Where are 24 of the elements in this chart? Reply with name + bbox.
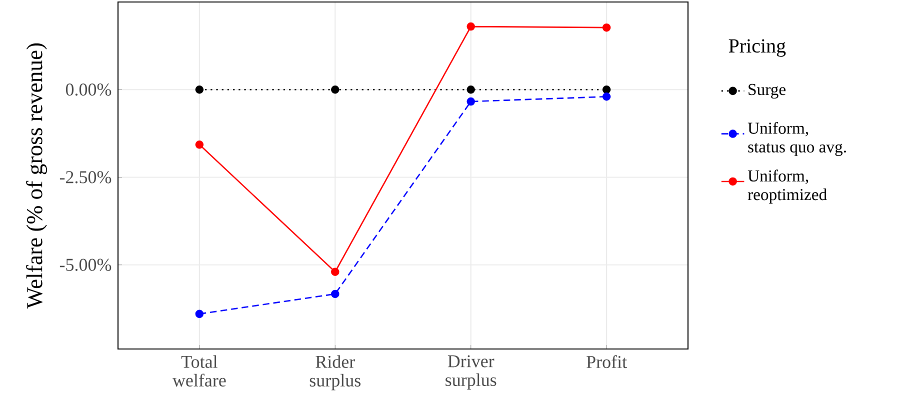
point xyxy=(602,85,611,94)
point xyxy=(466,22,475,31)
legend-label: Uniform, reoptimized xyxy=(748,170,827,204)
point xyxy=(602,92,611,101)
y-axis-title: Welfare (% of gross revenue) xyxy=(26,43,47,309)
y-tick-label: -5.00% xyxy=(60,258,112,271)
legend-label: Uniform, status quo avg. xyxy=(748,122,846,156)
point xyxy=(331,268,340,276)
y-tick-label: -2.50% xyxy=(60,171,112,184)
point xyxy=(466,85,475,94)
point xyxy=(195,140,204,149)
x-tick-label: Rider surplus xyxy=(310,355,360,390)
point xyxy=(331,85,340,94)
legend-title: Pricing xyxy=(728,39,786,57)
x-tick-label: Driver surplus xyxy=(446,355,496,390)
point xyxy=(195,310,204,318)
legend-label: Surge xyxy=(748,84,786,99)
x-tick-label: Total welfare xyxy=(172,355,226,387)
y-tick-label: 0.00% xyxy=(66,83,112,96)
point xyxy=(195,85,204,94)
point xyxy=(331,290,340,298)
point xyxy=(466,97,475,106)
point xyxy=(602,23,611,32)
x-tick-label: Profit xyxy=(586,355,627,368)
